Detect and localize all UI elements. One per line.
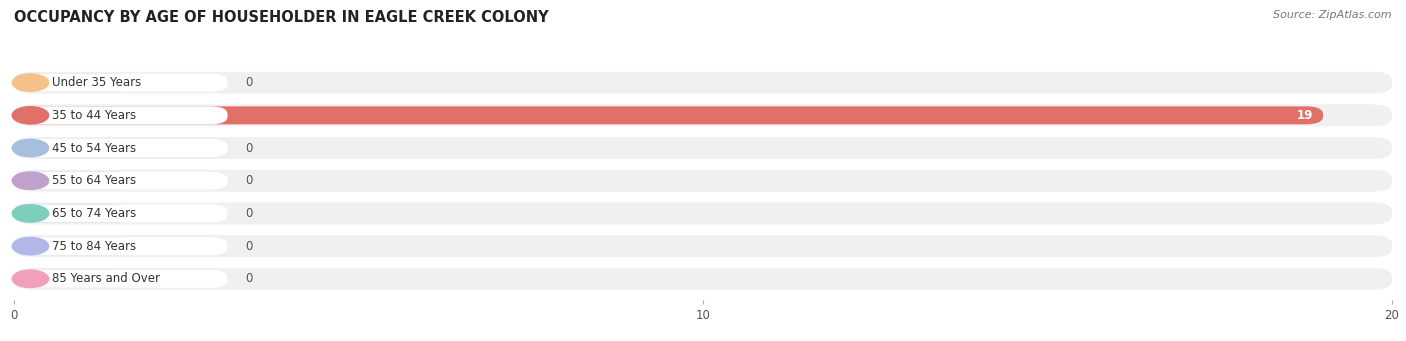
FancyBboxPatch shape <box>14 205 132 222</box>
Text: 0: 0 <box>245 207 252 220</box>
Circle shape <box>13 205 49 222</box>
Circle shape <box>13 237 49 255</box>
FancyBboxPatch shape <box>14 270 228 288</box>
Text: 75 to 84 Years: 75 to 84 Years <box>52 240 136 253</box>
Text: 0: 0 <box>245 76 252 89</box>
Text: Under 35 Years: Under 35 Years <box>52 76 142 89</box>
FancyBboxPatch shape <box>14 170 1392 192</box>
FancyBboxPatch shape <box>14 137 1392 159</box>
Text: OCCUPANCY BY AGE OF HOUSEHOLDER IN EAGLE CREEK COLONY: OCCUPANCY BY AGE OF HOUSEHOLDER IN EAGLE… <box>14 10 548 25</box>
Circle shape <box>13 270 49 287</box>
FancyBboxPatch shape <box>14 268 1392 290</box>
FancyBboxPatch shape <box>14 104 1392 126</box>
FancyBboxPatch shape <box>14 237 132 255</box>
Text: 0: 0 <box>245 142 252 154</box>
Text: 0: 0 <box>245 174 252 187</box>
FancyBboxPatch shape <box>14 74 228 92</box>
FancyBboxPatch shape <box>14 203 1392 224</box>
Text: 19: 19 <box>1296 109 1313 122</box>
FancyBboxPatch shape <box>14 106 1323 124</box>
Text: 55 to 64 Years: 55 to 64 Years <box>52 174 136 187</box>
FancyBboxPatch shape <box>14 270 132 288</box>
FancyBboxPatch shape <box>14 139 228 157</box>
FancyBboxPatch shape <box>14 172 132 190</box>
Circle shape <box>13 107 49 124</box>
FancyBboxPatch shape <box>14 72 1392 93</box>
Text: 45 to 54 Years: 45 to 54 Years <box>52 142 136 154</box>
Text: 85 Years and Over: 85 Years and Over <box>52 272 160 285</box>
Circle shape <box>13 172 49 189</box>
Circle shape <box>13 74 49 91</box>
Text: Source: ZipAtlas.com: Source: ZipAtlas.com <box>1274 10 1392 20</box>
FancyBboxPatch shape <box>14 205 228 222</box>
Circle shape <box>13 139 49 157</box>
Text: 35 to 44 Years: 35 to 44 Years <box>52 109 136 122</box>
Text: 65 to 74 Years: 65 to 74 Years <box>52 207 136 220</box>
FancyBboxPatch shape <box>14 235 1392 257</box>
Text: 0: 0 <box>245 272 252 285</box>
FancyBboxPatch shape <box>14 74 132 92</box>
Text: 0: 0 <box>245 240 252 253</box>
FancyBboxPatch shape <box>14 139 132 157</box>
FancyBboxPatch shape <box>14 172 228 190</box>
FancyBboxPatch shape <box>14 106 228 124</box>
FancyBboxPatch shape <box>14 237 228 255</box>
